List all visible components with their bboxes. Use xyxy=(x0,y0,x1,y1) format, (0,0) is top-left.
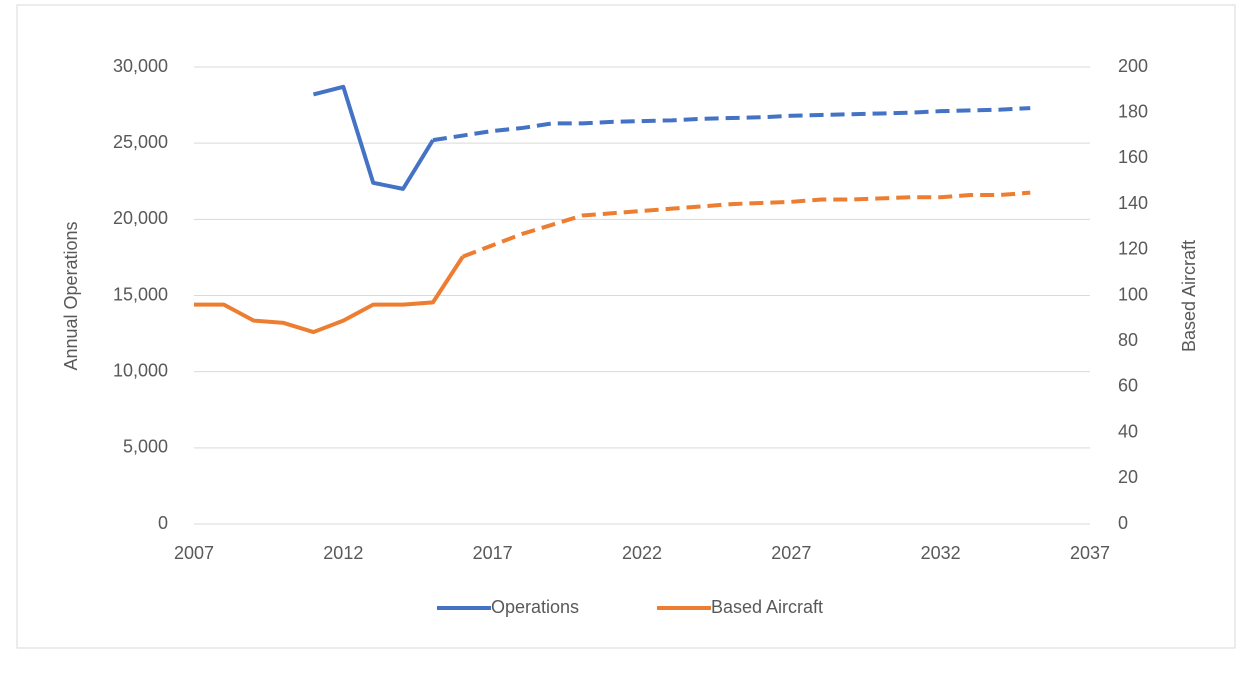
y2-tick-label: 120 xyxy=(1118,239,1148,259)
x-tick-label: 2017 xyxy=(473,543,513,563)
y2-tick-label: 200 xyxy=(1118,56,1148,76)
y2-tick-label: 60 xyxy=(1118,376,1138,396)
line xyxy=(194,255,465,335)
y2-tick-label: 40 xyxy=(1118,421,1138,441)
y2-tick-label: 160 xyxy=(1118,147,1148,167)
line xyxy=(312,84,435,191)
x-tick-label: 2012 xyxy=(323,543,363,563)
legend-label: Operations xyxy=(491,597,579,617)
y2-tick-label: 180 xyxy=(1118,101,1148,121)
y-tick-label: 0 xyxy=(158,513,168,533)
x-tick-label: 2032 xyxy=(921,543,961,563)
chart-frame xyxy=(16,4,1236,649)
y2-axis-label: Based Aircraft xyxy=(1179,240,1199,352)
y-tick-label: 30,000 xyxy=(113,56,168,76)
x-tick-label: 2027 xyxy=(771,543,811,563)
y-axis-label: Annual Operations xyxy=(61,221,81,370)
x-tick-label: 2022 xyxy=(622,543,662,563)
y2-tick-label: 80 xyxy=(1118,330,1138,350)
legend-label: Based Aircraft xyxy=(711,597,823,617)
y-tick-label: 15,000 xyxy=(113,284,168,304)
x-tick-label: 2007 xyxy=(174,543,214,563)
forecast-line xyxy=(432,106,1031,143)
x-tick-label: 2037 xyxy=(1070,543,1110,563)
y-tick-label: 25,000 xyxy=(113,132,168,152)
y-tick-label: 5,000 xyxy=(123,437,168,457)
y-tick-label: 20,000 xyxy=(113,208,168,228)
y-tick-label: 10,000 xyxy=(113,360,168,380)
y2-tick-label: 0 xyxy=(1118,513,1128,533)
y2-tick-label: 100 xyxy=(1118,284,1148,304)
y2-tick-label: 140 xyxy=(1118,193,1148,213)
y2-tick-label: 20 xyxy=(1118,467,1138,487)
